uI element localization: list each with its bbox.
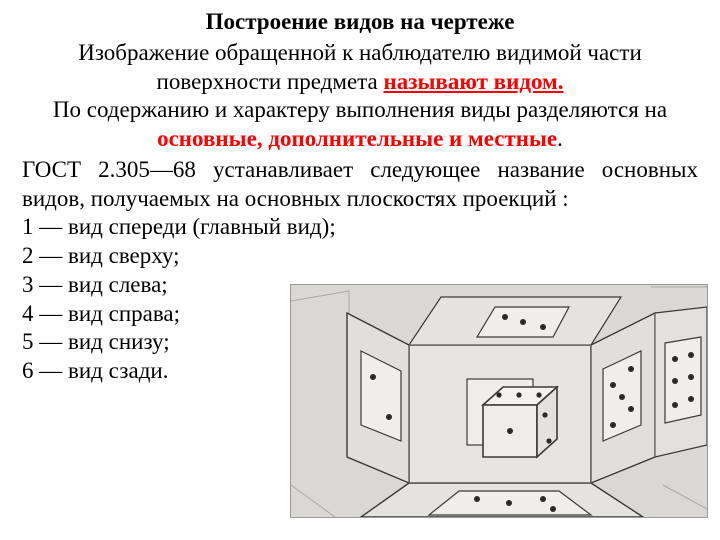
intro-text-2a: По содержанию и характеру выполнения вид… bbox=[53, 97, 667, 122]
intro-red-1: называют видом. bbox=[383, 69, 563, 94]
list-item: 2 — вид сверху; bbox=[22, 242, 698, 271]
intro-text-2b: . bbox=[557, 126, 563, 151]
gost-paragraph: ГОСТ 2.305—68 устанавливает следующее на… bbox=[22, 156, 698, 214]
page: Построение видов на чертеже Изображение … bbox=[0, 0, 720, 540]
projection-figure bbox=[290, 284, 708, 518]
list-item: 1 — вид спереди (главный вид); bbox=[22, 213, 698, 242]
heading-title: Построение видов на чертеже bbox=[22, 8, 698, 37]
intro-red-2: основные, дополнительные и местные bbox=[157, 126, 557, 151]
projection-svg bbox=[291, 285, 707, 517]
intro-paragraph-2: По содержанию и характеру выполнения вид… bbox=[22, 96, 698, 154]
intro-paragraph-1: Изображение обращенной к наблюдателю вид… bbox=[22, 39, 698, 97]
